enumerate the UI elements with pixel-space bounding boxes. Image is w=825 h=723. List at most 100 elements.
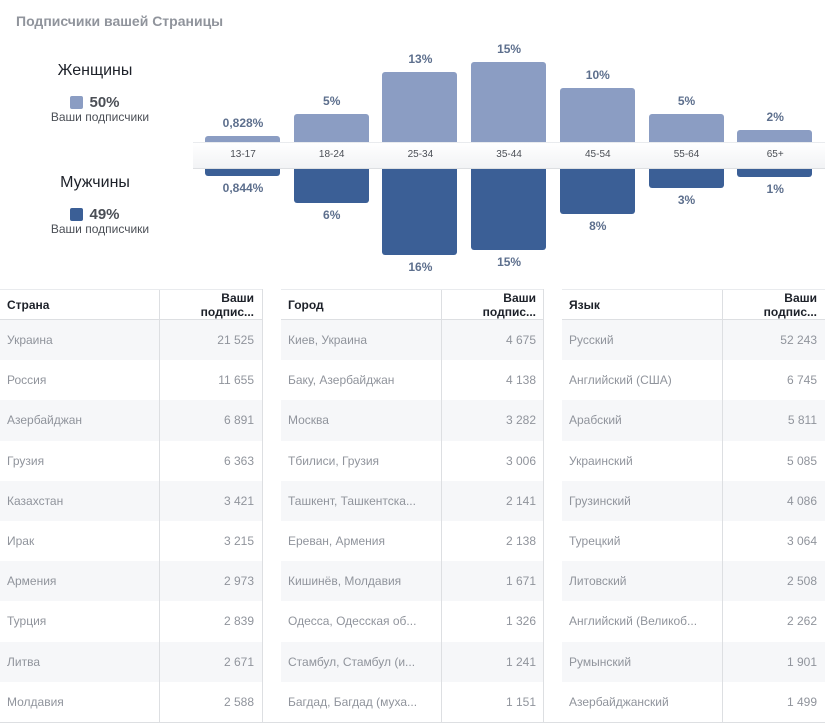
tables: Страна Ваши подпис... Украина 21 525 Россия 1… [0, 289, 825, 723]
cell-name: Арабский [569, 413, 622, 428]
women-bar[interactable] [648, 114, 724, 146]
women-bar[interactable] [382, 72, 458, 146]
cell-followers: 2 262 [722, 601, 825, 642]
table-row: Румынский 1 901 [562, 641, 825, 682]
men-bar[interactable] [471, 166, 547, 250]
men-swatch-icon [70, 208, 84, 221]
column-header-name[interactable]: Язык [569, 297, 600, 312]
men-bar[interactable] [205, 166, 280, 177]
women-bar[interactable] [293, 114, 369, 146]
column-header-followers[interactable]: Ваши подпис... [441, 290, 544, 319]
cell-followers: 1 671 [441, 561, 544, 602]
women-value-label: 0,828% [222, 115, 264, 130]
women-bar[interactable] [205, 135, 280, 146]
legend-men-label: Мужчины [60, 174, 130, 191]
men-value-label: 0,844% [222, 181, 264, 196]
table-row: Литовский 2 508 [562, 561, 825, 602]
men-bar[interactable] [559, 166, 635, 214]
table-row: Азербайджанский 1 499 [562, 681, 825, 722]
cell-name: Ереван, Армения [288, 534, 385, 549]
cell-name: Грузия [7, 453, 45, 468]
language-table: Язык Ваши подпис... Русский 52 243 Английски… [562, 289, 825, 722]
men-bar[interactable] [737, 166, 813, 178]
column-header-name[interactable]: Страна [7, 297, 50, 312]
table-row: Грузия 6 363 [0, 440, 262, 481]
column-header-followers[interactable]: Ваши подпис... [159, 290, 262, 319]
cell-name: Молдавия [7, 694, 64, 709]
cell-name: Грузинский [569, 493, 631, 508]
cell-followers: 2 138 [441, 520, 544, 562]
men-value-label: 3% [677, 192, 696, 207]
cell-followers: 11 655 [159, 360, 262, 401]
table-row: Ташкент, Ташкентска... 2 141 [281, 480, 544, 521]
age-category-label: 45-54 [585, 149, 611, 160]
women-bar[interactable] [737, 129, 813, 146]
column-header-name[interactable]: Город [288, 297, 324, 312]
table-row: Багдад, Багдад (муха... 1 151 [281, 681, 544, 722]
table-row: Стамбул, Стамбул (и... 1 241 [281, 641, 544, 682]
men-bar[interactable] [648, 166, 724, 188]
table-row: Грузинский 4 086 [562, 480, 825, 521]
cell-name: Одесса, Одесская об... [288, 614, 417, 629]
table-row: Турецкий 3 064 [562, 520, 825, 562]
cell-name: Азербайджан [7, 413, 83, 428]
men-value-label: 8% [589, 218, 607, 233]
men-bar[interactable] [293, 166, 369, 204]
table-row: Азербайджан 6 891 [0, 400, 262, 441]
women-value-label: 15% [497, 42, 522, 56]
women-value-label: 10% [585, 68, 610, 82]
cell-followers: 52 243 [722, 320, 825, 361]
cell-name: Русский [569, 333, 614, 348]
age-axis-band [193, 142, 825, 169]
women-swatch-icon [70, 96, 84, 109]
cell-followers: 6 891 [159, 400, 262, 441]
age-category-label: 35-44 [496, 149, 522, 160]
table-row: Турция 2 839 [0, 601, 262, 642]
age-category-label: 18-24 [318, 149, 345, 160]
cell-name: Украинский [569, 453, 633, 468]
cell-followers: 2 588 [159, 681, 262, 722]
men-value-label: 15% [497, 255, 522, 269]
cell-name: Румынский [569, 654, 632, 669]
table-row: Английский (Великоб... 2 262 [562, 601, 825, 642]
cell-followers: 6 745 [722, 360, 825, 401]
cell-followers: 2 973 [159, 561, 262, 602]
women-bar[interactable] [559, 88, 635, 146]
table-row: Армения 2 973 [0, 561, 262, 602]
cell-followers: 3 006 [441, 440, 544, 481]
cell-name: Казахстан [7, 493, 64, 508]
cell-followers: 1 901 [722, 641, 825, 682]
men-value-label: 6% [323, 208, 341, 223]
cell-name: Украина [7, 333, 53, 348]
men-bar[interactable] [382, 166, 458, 256]
cell-name: Багдад, Багдад (муха... [288, 694, 418, 709]
cell-followers: 1 499 [722, 681, 825, 722]
legend-men-percent: 49% [89, 206, 120, 223]
cell-followers: 1 241 [441, 641, 544, 682]
cell-name: Английский (США) [569, 373, 672, 388]
table-divider [543, 289, 544, 723]
cell-followers: 4 086 [722, 480, 825, 521]
cell-name: Стамбул, Стамбул (и... [288, 654, 416, 669]
cell-followers: 2 671 [159, 641, 262, 682]
women-value-label: 5% [677, 94, 696, 108]
legend-women-label: Женщины [57, 62, 133, 79]
cell-name: Турецкий [569, 534, 621, 549]
cell-name: Армения [7, 574, 57, 589]
table-row: Ереван, Армения 2 138 [281, 520, 544, 562]
city-table: Город Ваши подпис... Киев, Украина 4 675 Бак… [281, 289, 544, 722]
cell-name: Азербайджанский [569, 694, 669, 709]
cell-name: Киев, Украина [288, 333, 368, 348]
country-table: Страна Ваши подпис... Украина 21 525 Россия 1… [0, 289, 262, 722]
men-value-label: 16% [408, 260, 433, 275]
table-row: Киев, Украина 4 675 [281, 320, 544, 361]
table-header: Город Ваши подпис... [281, 290, 544, 320]
table-row: Литва 2 671 [0, 641, 262, 682]
cell-followers: 4 675 [441, 320, 544, 361]
table-row: Кишинёв, Молдавия 1 671 [281, 561, 544, 602]
women-bar[interactable] [471, 62, 547, 146]
cell-name: Тбилиси, Грузия [288, 453, 380, 468]
legend-women-percent: 50% [89, 94, 120, 111]
cell-name: Баку, Азербайджан [288, 373, 395, 388]
column-header-followers[interactable]: Ваши подпис... [722, 290, 825, 319]
